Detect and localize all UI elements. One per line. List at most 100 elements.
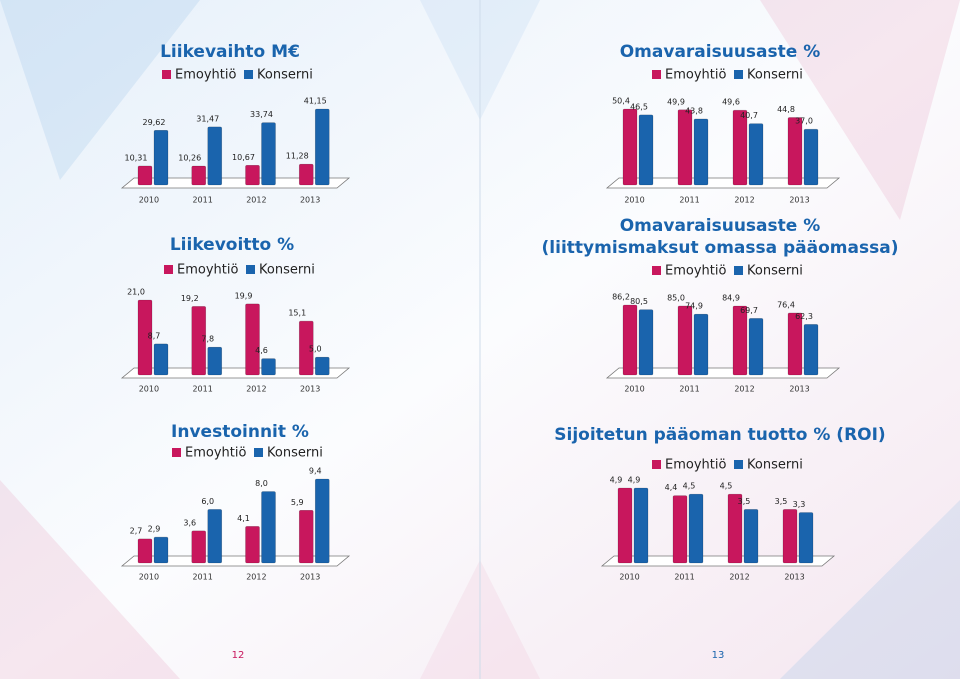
legend-swatch [162, 70, 171, 79]
value-label: 15,1 [288, 309, 306, 318]
x-tick-label: 2010 [139, 196, 159, 205]
bar [245, 303, 260, 376]
bar [191, 530, 207, 564]
x-tick-label: 2012 [246, 573, 266, 582]
bar [798, 512, 814, 564]
bar [688, 493, 704, 564]
value-label: 76,4 [777, 300, 795, 309]
value-label: 74,9 [685, 302, 703, 311]
legend-label: Emoyhtiö [175, 68, 236, 83]
value-label: 49,6 [722, 98, 740, 107]
bar [633, 487, 649, 564]
value-label: 2,7 [130, 526, 143, 535]
value-label: 84,9 [722, 294, 740, 303]
legend-swatch [164, 265, 173, 274]
value-label: 4,6 [255, 346, 268, 355]
bar [314, 356, 330, 376]
legend-label: Konserni [267, 446, 323, 461]
value-label: 4,1 [237, 514, 250, 523]
legend-swatch [734, 70, 743, 79]
legend-label: Konserni [747, 68, 803, 83]
legend-label: Emoyhtiö [665, 68, 726, 83]
page-number: 12 [232, 650, 245, 661]
x-tick-label: 2013 [789, 196, 809, 205]
value-label: 80,5 [630, 297, 648, 306]
bar [207, 126, 223, 186]
bar [137, 538, 153, 564]
legend-label: Emoyhtiö [665, 264, 726, 279]
value-label: 40,7 [740, 111, 758, 120]
value-label: 49,9 [667, 97, 685, 106]
bar [638, 114, 654, 186]
x-tick-label: 2010 [139, 573, 159, 582]
floor [605, 367, 841, 379]
bar [298, 163, 314, 186]
bar [748, 318, 764, 376]
value-label: 4,9 [610, 476, 623, 485]
bar [787, 117, 803, 186]
bar [748, 123, 764, 186]
bar [298, 320, 314, 376]
page-number: 13 [712, 650, 725, 661]
value-label: 8,7 [148, 331, 161, 340]
x-tick-label: 2011 [192, 196, 212, 205]
legend-swatch [172, 448, 181, 457]
value-label: 6,0 [201, 497, 214, 506]
chart-title: Liikevaihto M€ [160, 42, 300, 62]
x-tick-label: 2010 [624, 196, 644, 205]
floor [605, 177, 841, 189]
value-label: 11,28 [286, 152, 309, 161]
bar [207, 346, 223, 376]
value-label: 62,3 [795, 312, 813, 321]
legend-label: Konserni [747, 264, 803, 279]
x-tick-label: 2012 [246, 385, 266, 394]
legend-swatch [734, 460, 743, 469]
legend-swatch [652, 70, 661, 79]
bar [677, 305, 693, 376]
value-label: 10,26 [178, 154, 201, 163]
value-label: 3,5 [775, 497, 788, 506]
value-label: 50,4 [612, 97, 630, 106]
x-tick-label: 2012 [246, 196, 266, 205]
bar [261, 122, 276, 186]
value-label: 41,15 [304, 97, 327, 106]
bar [617, 487, 633, 564]
bar [137, 165, 153, 186]
value-label: 2,9 [148, 525, 161, 534]
bar [153, 536, 169, 564]
value-label: 10,67 [232, 153, 255, 162]
bar [314, 108, 330, 186]
value-label: 4,4 [665, 483, 678, 492]
bar [787, 312, 803, 376]
floor [120, 367, 351, 379]
floor [120, 177, 351, 189]
bar [191, 165, 207, 186]
bar [782, 509, 798, 564]
bar [207, 509, 223, 564]
legend-swatch [652, 266, 661, 275]
bar [153, 343, 169, 376]
legend-label: Konserni [259, 263, 315, 278]
legend-swatch [652, 460, 661, 469]
x-tick-label: 2011 [192, 573, 212, 582]
value-label: 69,7 [740, 306, 758, 315]
value-label: 3,3 [793, 500, 806, 509]
legend-label: Emoyhtiö [177, 263, 238, 278]
legend-label: Emoyhtiö [665, 458, 726, 473]
x-tick-label: 2011 [679, 385, 699, 394]
chart-title: Sijoitetun pääoman tuotto % (ROI) [554, 425, 885, 445]
value-label: 4,5 [683, 482, 696, 491]
bar [732, 109, 748, 186]
legend-label: Konserni [747, 458, 803, 473]
chart-title: Liikevoitto % [170, 235, 294, 255]
x-tick-label: 2013 [789, 385, 809, 394]
x-tick-label: 2013 [300, 385, 320, 394]
chart-title: Omavaraisuusaste % [620, 42, 821, 62]
x-tick-label: 2011 [679, 196, 699, 205]
value-label: 19,2 [181, 294, 199, 303]
bar [803, 128, 819, 186]
x-tick-label: 2011 [674, 573, 694, 582]
floor [120, 555, 351, 567]
